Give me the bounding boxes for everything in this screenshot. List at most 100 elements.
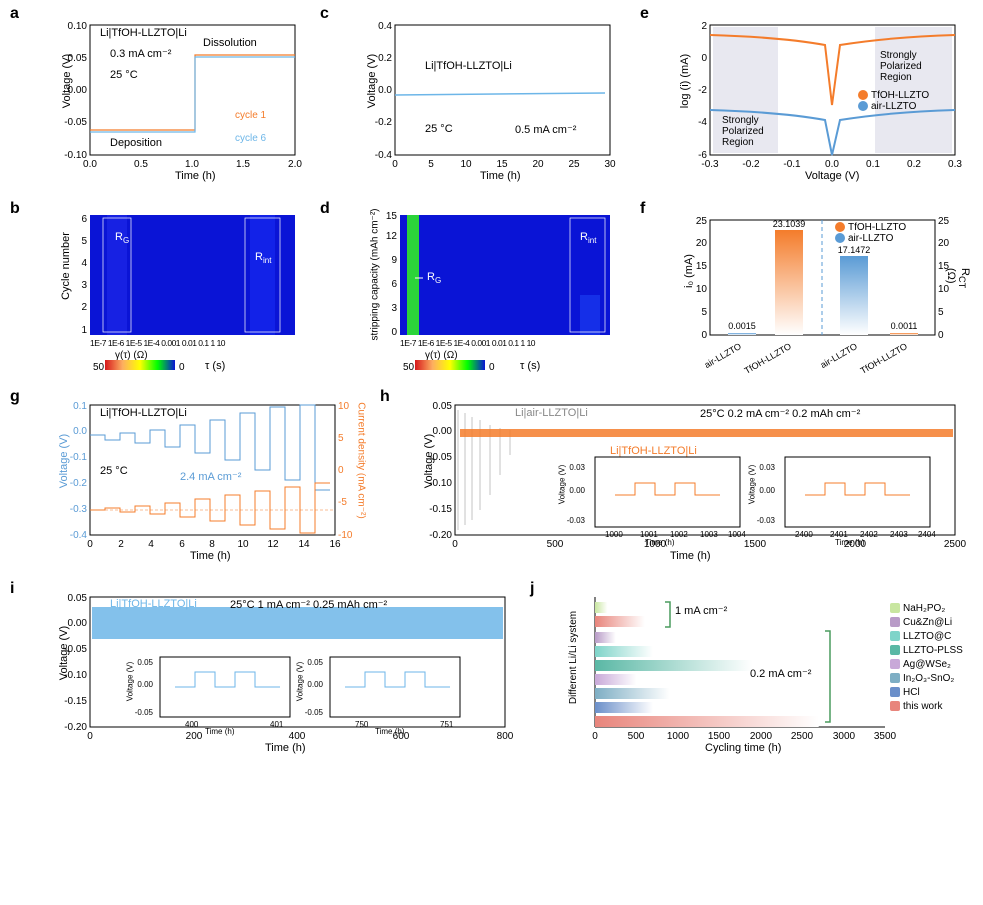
svg-text:2400: 2400 [795,530,813,539]
panel-j-xlabel: Cycling time (h) [705,742,781,754]
panel-g-ccd: 2.4 mA cm⁻² [180,470,241,483]
svg-text:-5: -5 [338,497,347,508]
svg-text:0.05: 0.05 [137,658,153,667]
svg-text:G: G [435,276,441,285]
svg-text:R: R [580,231,588,243]
svg-text:0.05: 0.05 [68,593,88,604]
svg-text:800: 800 [497,731,514,742]
svg-text:1.0: 1.0 [185,159,199,170]
panel-g-yl: Voltage (V) [58,434,70,488]
panel-g-title: Li|TfOH-LLZTO|Li [100,407,187,419]
svg-text:-0.05: -0.05 [64,117,87,128]
svg-text:-0.05: -0.05 [305,708,324,717]
panel-h-cond: 25°C 0.2 mA cm⁻² 0.2 mAh cm⁻² [700,407,860,420]
svg-text:-0.20: -0.20 [64,722,87,733]
panel-i-cond: 25°C 1 mA cm⁻² 0.25 mAh cm⁻² [230,598,387,611]
panel-h: 05001000150020002500 -0.20-0.15-0.10-0.0… [420,395,965,565]
panel-a-leg2: cycle 6 [235,133,266,144]
panel-j-anno2: 0.2 mA cm⁻² [750,667,811,680]
svg-text:0.03: 0.03 [759,463,775,472]
svg-text:50: 50 [93,362,105,373]
panel-h-ins-yl2: Voltage (V) [747,465,756,505]
svg-text:-0.15: -0.15 [64,696,87,707]
panel-e-ylabel: log (i) (mA) [679,54,691,108]
svg-text:R: R [427,271,435,283]
panel-g-label: g [10,388,20,406]
svg-text:2: 2 [81,302,87,313]
panel-a-cond1: 0.3 mA cm⁻² [110,47,171,60]
svg-text:9: 9 [391,255,397,266]
panel-h-ins-xl2: Time (h) [835,538,864,547]
svg-text:0: 0 [179,362,185,373]
svg-text:0.0: 0.0 [378,85,392,96]
svg-text:0: 0 [391,327,397,338]
svg-text:401: 401 [270,720,284,729]
svg-text:int: int [588,236,597,245]
svg-text:-0.2: -0.2 [70,478,88,489]
panel-e-label: e [640,5,649,23]
svg-text:751: 751 [440,720,454,729]
svg-text:3500: 3500 [874,731,897,742]
panel-e-region1: StronglyPolarizedRegion [880,50,922,83]
panel-g-xlabel: Time (h) [190,550,231,562]
panel-g-cond: 25 °C [100,465,128,477]
svg-text:2404: 2404 [918,530,936,539]
panel-a-ylabel: Voltage (V) [61,54,73,108]
svg-text:500: 500 [547,539,564,550]
svg-text:25: 25 [696,216,708,227]
svg-text:0: 0 [87,731,93,742]
svg-text:5: 5 [701,307,707,318]
panel-i-title: Li|TfOH-LLZTO|Li [110,598,197,610]
svg-text:20: 20 [696,238,708,249]
svg-text:1000: 1000 [667,731,690,742]
panel-b-ylabel: Cycle number [60,232,72,300]
panel-d-xticks: 1E-7 1E-6 1E-5 1E-4 0.001 0.01 0.1 1 10 [400,338,615,348]
svg-text:2000: 2000 [750,731,773,742]
svg-text:3: 3 [81,280,87,291]
svg-text:-0.2: -0.2 [375,117,393,128]
svg-text:0: 0 [392,159,398,170]
svg-text:2: 2 [118,539,124,550]
svg-text:-0.05: -0.05 [135,708,154,717]
svg-text:17.1472: 17.1472 [838,245,871,255]
svg-text:8: 8 [209,539,215,550]
panel-d-label: d [320,200,330,218]
svg-text:2.0: 2.0 [288,159,302,170]
panel-f-legend: TfOH-LLZTO air-LLZTO [835,222,906,244]
svg-text:G: G [123,236,129,245]
panel-i: 0200400600800 -0.20-0.15-0.10-0.050.000.… [55,587,515,757]
svg-text:10: 10 [338,401,350,412]
svg-text:0: 0 [701,53,707,64]
panel-b-xlabel: τ (s) [205,360,225,372]
svg-text:12: 12 [386,231,398,242]
svg-text:20: 20 [532,159,544,170]
svg-text:-0.3: -0.3 [70,504,88,515]
svg-text:0.4: 0.4 [378,21,392,32]
panel-j-ylabel: Different Li/Li system [568,611,579,704]
svg-text:TfOH-LLZTO: TfOH-LLZTO [859,341,909,376]
svg-text:750: 750 [355,720,369,729]
svg-text:1: 1 [81,325,87,336]
panel-c-ylabel: Voltage (V) [366,54,378,108]
panel-i-ins-yl2: Voltage (V) [295,662,304,702]
svg-text:0.2: 0.2 [907,159,921,170]
svg-text:-0.1: -0.1 [70,452,88,463]
svg-text:2: 2 [701,21,707,32]
svg-text:25: 25 [568,159,580,170]
svg-text:0: 0 [592,731,598,742]
svg-text:6: 6 [81,214,87,225]
svg-text:0.05: 0.05 [433,401,453,412]
svg-text:2500: 2500 [944,539,967,550]
svg-text:-0.03: -0.03 [567,516,586,525]
svg-text:6: 6 [391,279,397,290]
svg-text:-0.15: -0.15 [429,504,452,515]
panel-h-ylabel: Voltage (V) [423,434,435,488]
panel-e-region2: StronglyPolarizedRegion [722,115,764,148]
panel-f-yr: RCT (Ω) [945,268,971,288]
svg-text:0: 0 [87,539,93,550]
svg-text:TfOH-LLZTO: TfOH-LLZTO [743,341,793,376]
svg-text:-6: -6 [698,150,707,161]
panel-h-xlabel: Time (h) [670,550,711,562]
svg-text:0.0011: 0.0011 [891,321,918,331]
panel-i-ins-yl1: Voltage (V) [125,662,134,702]
